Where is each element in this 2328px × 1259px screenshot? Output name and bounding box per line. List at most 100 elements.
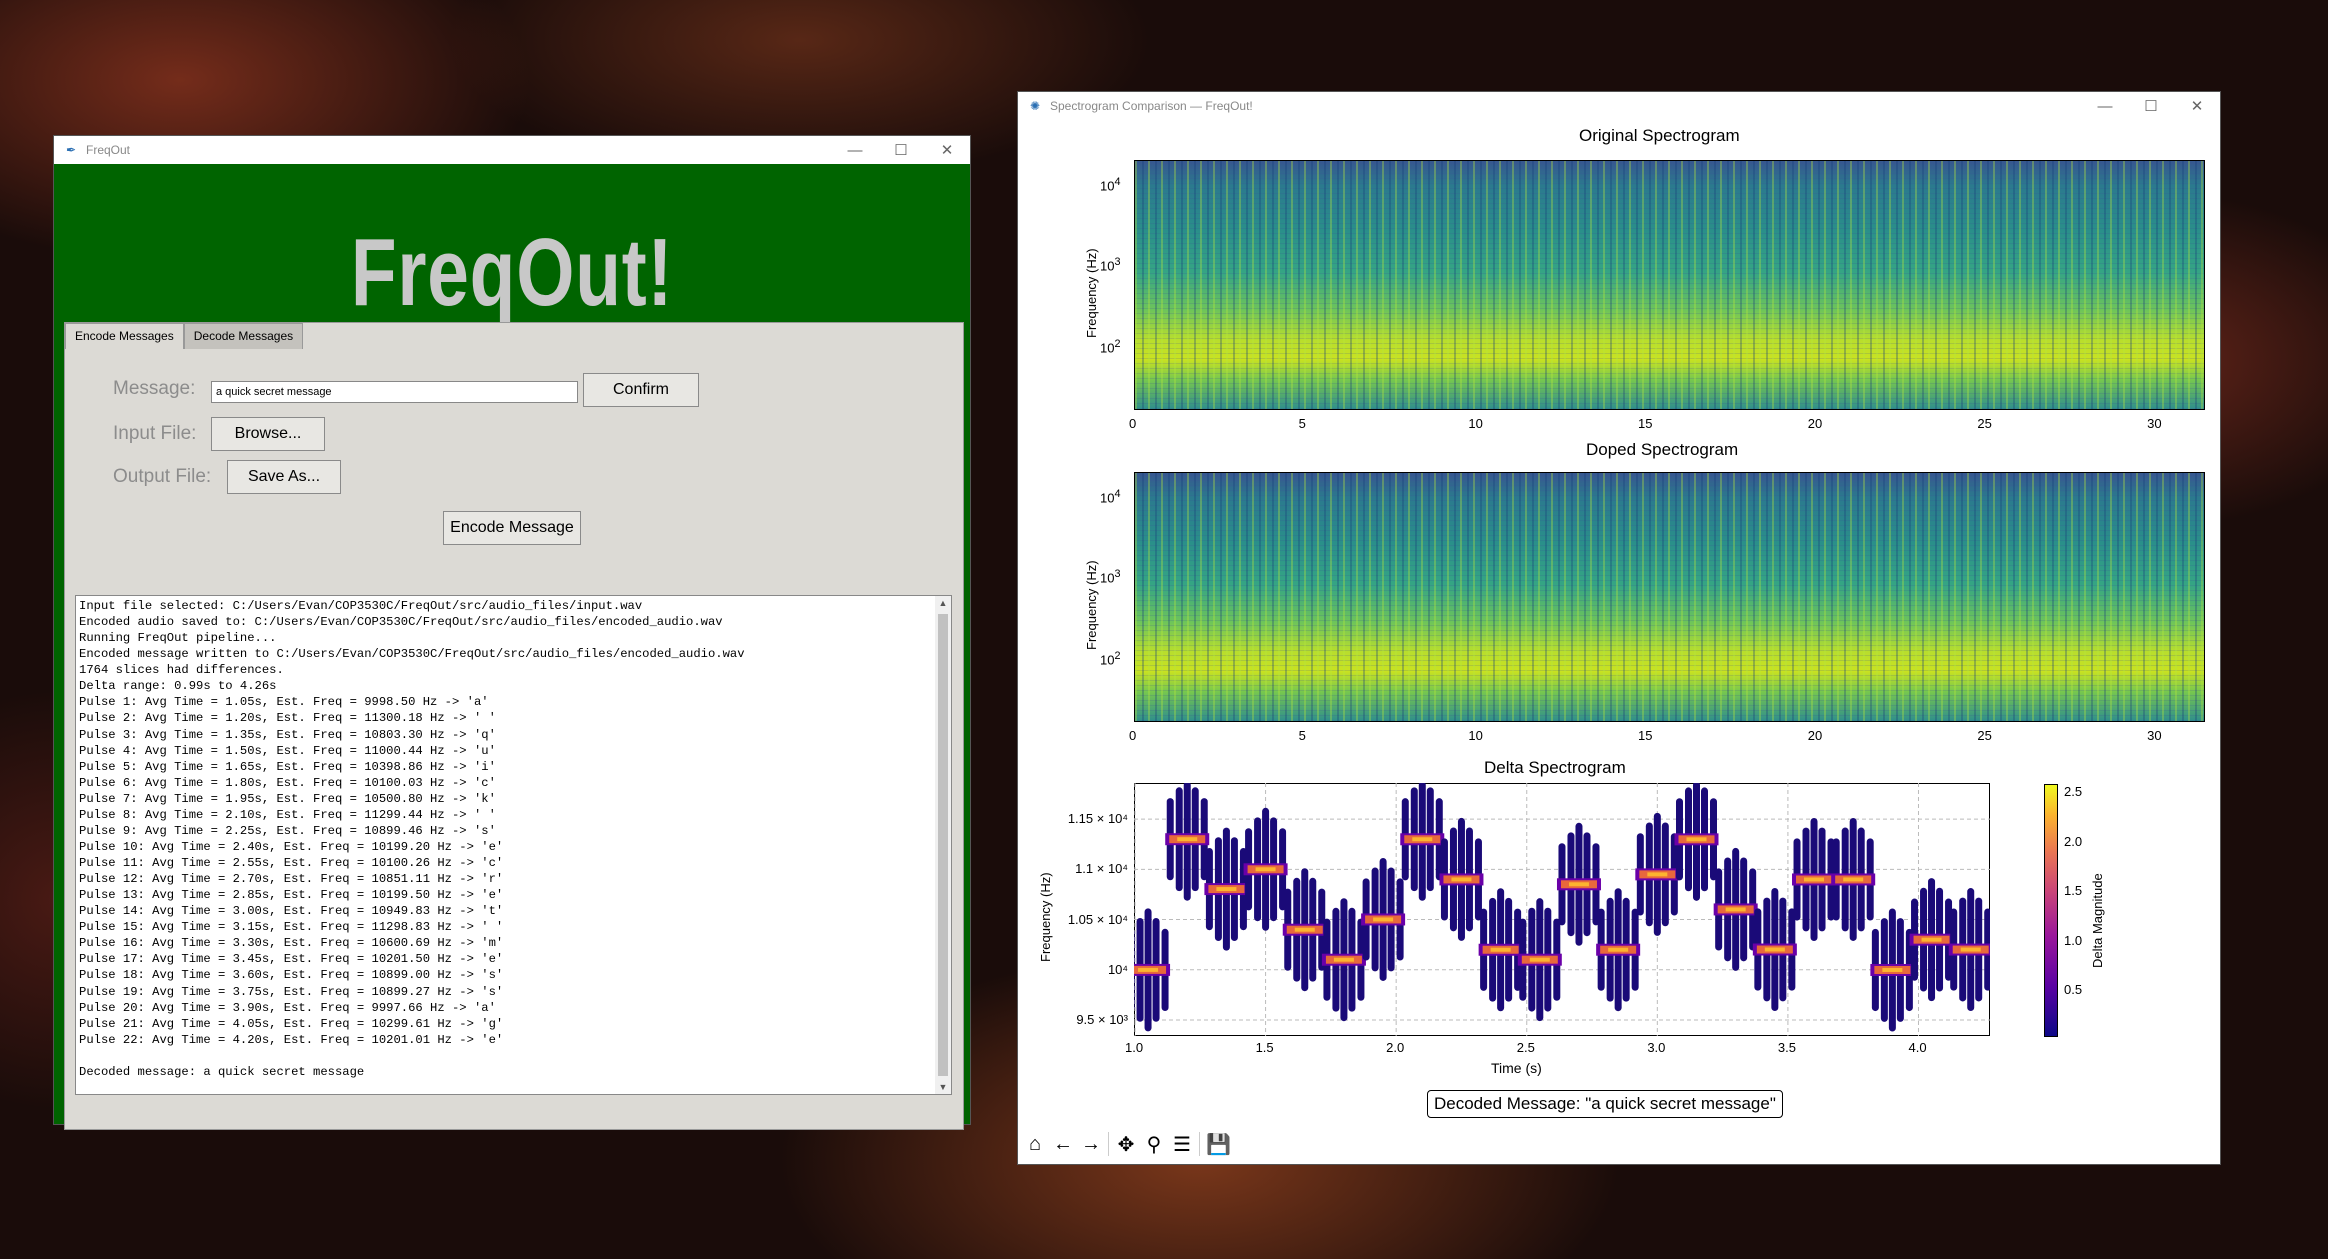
xtick-label: 20	[1807, 416, 1823, 431]
log-line: Pulse 13: Avg Time = 2.85s, Est. Freq = …	[79, 888, 504, 903]
delta-band-peak	[1451, 877, 1472, 882]
xtick-label: 25	[1977, 416, 1992, 431]
delta-band-peak	[1686, 837, 1707, 842]
configure-icon[interactable]: ☰	[1173, 1133, 1191, 1156]
log-line: Pulse 16: Avg Time = 3.30s, Est. Freq = …	[79, 936, 504, 951]
log-line: Pulse 12: Avg Time = 2.70s, Est. Freq = …	[79, 872, 504, 887]
log-line: Pulse 11: Avg Time = 2.55s, Est. Freq = …	[79, 856, 504, 870]
toolbar-separator	[1108, 1132, 1109, 1156]
xtick-label: 5	[1298, 728, 1306, 743]
freqout-titlebar: ✒ FreqOut — ☐ ✕	[54, 136, 970, 164]
delta-ylabel: Frequency (Hz)	[1038, 872, 1053, 962]
delta-pulse-9	[1439, 817, 1484, 941]
xtick-label: 30	[2147, 416, 2162, 431]
ytick-10-3: 103	[1100, 256, 1121, 274]
minimize-icon[interactable]: —	[2097, 97, 2113, 115]
feather-icon: ✒	[65, 143, 77, 157]
delta-band-peak	[1255, 867, 1276, 872]
window-title: Spectrogram Comparison — FreqOut!	[1050, 99, 1253, 113]
delta-xtick-label: 3.0	[1647, 1040, 1666, 1055]
tab-encode-messages[interactable]: Encode Messages	[65, 323, 184, 349]
log-line: Pulse 19: Avg Time = 3.75s, Est. Freq = …	[79, 984, 504, 999]
maximize-icon[interactable]: ☐	[2144, 98, 2158, 115]
delta-band-peak	[1882, 967, 1903, 972]
log-line: Pulse 8: Avg Time = 2.10s, Est. Freq = 1…	[79, 807, 496, 822]
log-line: Pulse 21: Avg Time = 4.05s, Est. Freq = …	[79, 1016, 504, 1031]
delta-spectrogram-title: Delta Spectrogram	[1484, 758, 1626, 777]
log-text-area[interactable]: Input file selected: C:/Users/Evan/COP35…	[75, 595, 952, 1095]
log-line: Pulse 6: Avg Time = 1.80s, Est. Freq = 1…	[79, 775, 496, 790]
colorbar-label: Delta Magnitude	[2090, 873, 2105, 968]
tab-decode-messages[interactable]: Decode Messages	[183, 323, 304, 349]
delta-pulse-16	[1713, 847, 1758, 971]
original-spectrogram-title: Original Spectrogram	[1579, 126, 1740, 145]
xtick-label: 10	[1468, 416, 1483, 431]
delta-pulse-2	[1165, 783, 1210, 901]
browse-button[interactable]: Browse...	[211, 417, 325, 451]
log-line: 1764 slices had differences.	[79, 663, 284, 678]
delta-xtick-label: 1.5	[1255, 1040, 1274, 1055]
delta-pulse-6	[1321, 898, 1366, 1022]
delta-ytick-label: 1.1 × 10⁴	[1075, 861, 1128, 877]
delta-band-peak	[1373, 917, 1394, 922]
log-line: Pulse 1: Avg Time = 1.05s, Est. Freq = 9…	[79, 695, 489, 710]
xtick-label: 0	[1129, 728, 1137, 743]
log-line: Pulse 7: Avg Time = 1.95s, Est. Freq = 1…	[79, 791, 496, 806]
log-line: Decoded message: a quick secret message	[79, 1064, 365, 1079]
back-icon[interactable]: ←	[1053, 1132, 1073, 1155]
ytick-10-2: 102	[1100, 650, 1121, 668]
delta-pulse-8	[1400, 783, 1445, 901]
log-line: Running FreqOut pipeline...	[79, 631, 277, 646]
delta-pulse-18	[1792, 817, 1837, 941]
close-icon[interactable]: ✕	[940, 142, 954, 159]
scroll-down-icon[interactable]: ▼	[938, 1082, 948, 1092]
ytick-10-2: 102	[1100, 338, 1121, 356]
colorbar-tick-label: 2.5	[2064, 783, 2083, 799]
delta-pulse-4	[1243, 807, 1288, 931]
scroll-up-icon[interactable]: ▲	[938, 598, 948, 608]
confirm-button[interactable]: Confirm	[583, 373, 699, 407]
doped-ylabel: Frequency (Hz)	[1084, 560, 1099, 650]
delta-xtick-label: 2.5	[1516, 1040, 1535, 1055]
delta-scatter-plot	[1134, 783, 1990, 1036]
home-icon[interactable]: ⌂	[1028, 1132, 1042, 1155]
delta-ytick-label: 10⁴	[1107, 961, 1128, 977]
original-ylabel: Frequency (Hz)	[1084, 248, 1099, 338]
ytick-10-4: 104	[1100, 176, 1121, 194]
delta-band-peak	[1294, 927, 1315, 932]
delta-pulse-13	[1596, 888, 1641, 1012]
xtick-label: 0	[1129, 416, 1137, 431]
log-line: Pulse 15: Avg Time = 3.15s, Est. Freq = …	[79, 920, 504, 935]
log-line: Pulse 22: Avg Time = 4.20s, Est. Freq = …	[79, 1032, 504, 1047]
delta-band-peak	[1333, 957, 1354, 962]
delta-band-peak	[1568, 882, 1589, 887]
input-file-label: Input File:	[113, 423, 197, 444]
pan-icon[interactable]: ✥	[1117, 1133, 1135, 1156]
delta-pulse-22	[1948, 888, 1990, 1012]
close-icon[interactable]: ✕	[2190, 98, 2204, 115]
delta-band-peak	[1725, 907, 1746, 912]
save-as-button[interactable]: Save As...	[227, 460, 341, 494]
original-spectrogram-plot	[1134, 160, 2205, 410]
message-label: Message:	[113, 378, 196, 399]
delta-pulse-12	[1556, 822, 1601, 946]
log-line: Pulse 10: Avg Time = 2.40s, Est. Freq = …	[79, 839, 504, 854]
delta-pulse-11	[1517, 898, 1562, 1022]
encode-message-button[interactable]: Encode Message	[443, 511, 581, 545]
forward-icon[interactable]: →	[1081, 1132, 1101, 1155]
delta-band-peak	[1216, 887, 1237, 892]
log-scrollbar[interactable]: ▲ ▼	[935, 596, 951, 1094]
delta-band-peak	[1490, 947, 1511, 952]
minimize-icon[interactable]: —	[847, 141, 863, 159]
scroll-thumb[interactable]	[938, 614, 948, 1076]
save-icon[interactable]: 💾	[1206, 1133, 1231, 1156]
xtick-label: 15	[1638, 728, 1653, 743]
xtick-label: 10	[1468, 728, 1483, 743]
window-title: FreqOut	[86, 143, 131, 157]
xtick-label: 15	[1638, 416, 1653, 431]
delta-pulse-19	[1831, 817, 1876, 941]
zoom-icon[interactable]: ⚲	[1146, 1133, 1162, 1156]
delta-xtick-label: 1.0	[1125, 1040, 1144, 1055]
maximize-icon[interactable]: ☐	[894, 142, 908, 159]
message-input[interactable]	[211, 381, 578, 403]
